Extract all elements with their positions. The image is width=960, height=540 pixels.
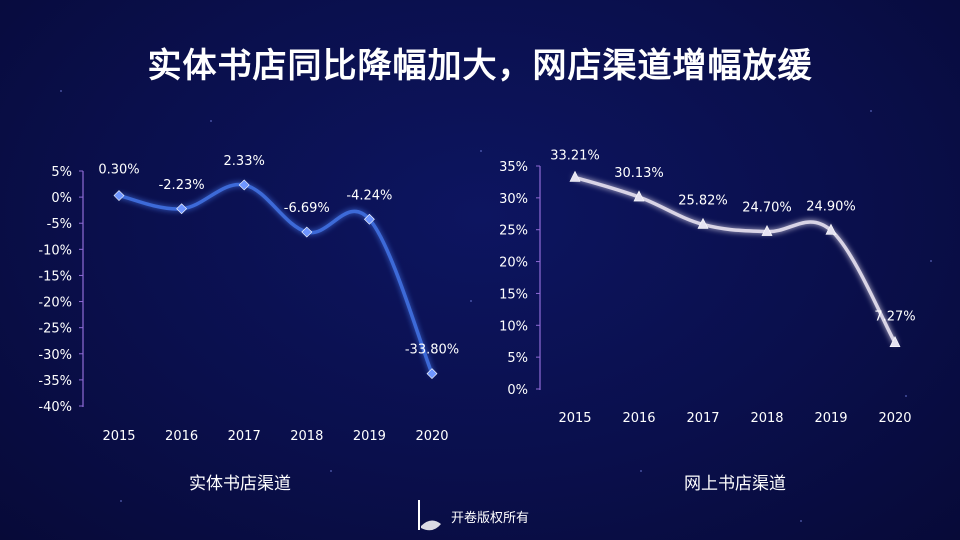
y-tick-label: -35%	[38, 374, 72, 389]
data-label: 7.27%	[874, 310, 915, 325]
data-point-marker	[825, 223, 837, 235]
chart-title: 实体书店渠道	[189, 474, 291, 494]
y-tick-label: -20%	[38, 296, 72, 311]
y-tick-label: 15%	[499, 287, 528, 302]
data-label: -33.80%	[405, 343, 459, 358]
background-speck	[120, 500, 122, 502]
data-label: -4.24%	[346, 188, 392, 203]
y-tick-label: 5%	[51, 165, 72, 180]
x-tick-label: 2018	[290, 429, 323, 444]
data-point-marker	[238, 179, 250, 191]
online-store-chart: 35% 30% 25% 20% 15% 10% 5% 0% 2015 2016 2017 2018 20…	[499, 148, 916, 494]
x-tick-label: 2020	[415, 429, 448, 444]
y-tick-label: -25%	[38, 322, 72, 337]
background-speck	[60, 90, 62, 92]
x-tick-label: 2016	[165, 429, 198, 444]
series-line	[117, 182, 434, 376]
data-point-marker	[761, 224, 773, 236]
y-tick-label: -10%	[38, 243, 72, 258]
physical-store-chart: 5% 0% -5% -10% -15% -20% -25% -30% -35% -40% 2015 2…	[38, 154, 459, 494]
y-tick-label: -15%	[38, 269, 72, 284]
x-tick-label: 2016	[622, 411, 655, 426]
kaijuan-logo-icon	[418, 500, 441, 531]
x-tick-label: 2017	[228, 429, 261, 444]
data-label: 24.70%	[742, 201, 792, 216]
data-label: 30.13%	[614, 166, 664, 181]
data-label: -6.69%	[284, 201, 330, 216]
background-speck	[870, 110, 872, 112]
copyright-text: 开卷版权所有	[451, 510, 530, 526]
data-point-marker	[426, 368, 438, 380]
background-speck	[470, 300, 472, 302]
background-speck	[330, 470, 332, 472]
data-label: 2.33%	[224, 154, 265, 169]
y-tick-label: 35%	[499, 160, 528, 175]
y-tick-label: -40%	[38, 400, 72, 415]
data-label: 24.90%	[806, 199, 856, 214]
x-tick-label: 2015	[102, 429, 135, 444]
y-tick-label: 0%	[51, 191, 72, 206]
data-point-marker	[889, 336, 901, 347]
x-tick-label: 2017	[686, 411, 719, 426]
x-tick-label: 2018	[750, 411, 783, 426]
page-title: 实体书店同比降幅加大，网店渠道增幅放缓	[147, 46, 813, 86]
background-speck	[930, 260, 932, 262]
y-tick-label: 20%	[499, 256, 528, 271]
data-label: 25.82%	[678, 193, 728, 208]
y-tick-label: 25%	[499, 224, 528, 239]
y-tick-label: -5%	[47, 217, 72, 232]
y-tick-label: 10%	[499, 319, 528, 334]
chart-title: 网上书店渠道	[684, 474, 786, 494]
data-label: 33.21%	[550, 148, 600, 163]
data-point-marker	[301, 226, 313, 238]
x-tick-label: 2020	[878, 411, 911, 426]
data-point-marker	[363, 213, 375, 225]
data-point-marker	[697, 217, 709, 229]
x-tick-label: 2019	[353, 429, 386, 444]
data-point-marker	[569, 170, 581, 182]
y-tick-label: -30%	[38, 348, 72, 363]
data-point-marker	[113, 190, 125, 201]
x-tick-label: 2019	[814, 411, 847, 426]
data-label: 0.30%	[98, 163, 139, 178]
y-tick-label: 5%	[507, 351, 528, 366]
background-speck	[640, 470, 642, 472]
x-tick-label: 2015	[558, 411, 591, 426]
data-point-marker	[633, 190, 645, 202]
data-label: -2.23%	[159, 178, 205, 193]
background-speck	[480, 150, 482, 152]
background-speck	[800, 520, 802, 522]
background-speck	[210, 120, 212, 122]
y-tick-label: 30%	[499, 192, 528, 207]
data-point-marker	[176, 203, 188, 215]
footer: 开卷版权所有	[415, 496, 529, 536]
y-tick-label: 0%	[507, 383, 528, 398]
background-speck	[905, 395, 907, 397]
